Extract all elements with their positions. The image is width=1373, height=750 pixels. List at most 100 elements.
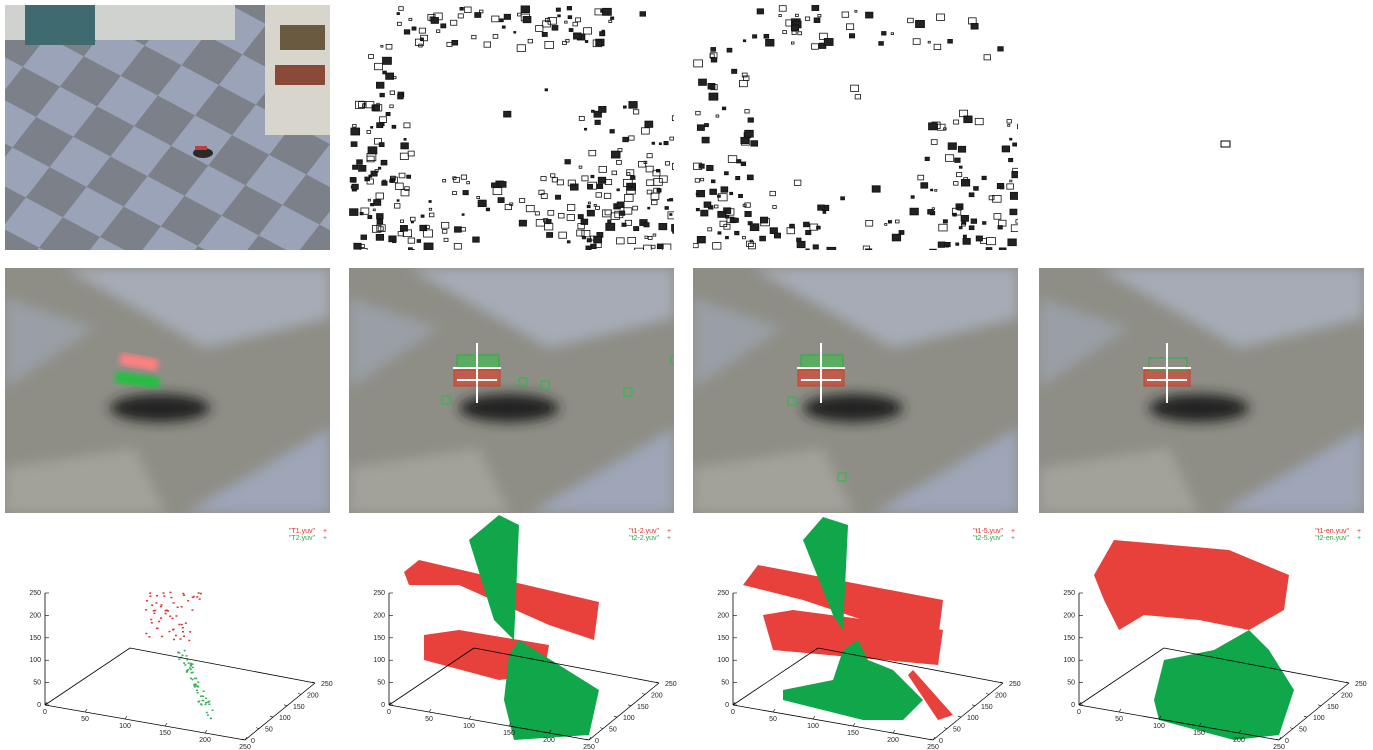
blob [629,102,637,109]
x-tick-label: 250 [583,744,595,750]
blob [376,82,384,88]
blob [882,32,886,36]
blob [491,183,497,187]
red-point [183,594,185,596]
blob [374,200,381,206]
blob [710,189,717,194]
blob [354,243,361,249]
blob [872,186,880,192]
x-tick-label: 50 [1115,716,1123,723]
blob [760,236,766,241]
blob [504,14,510,19]
red-point [149,592,151,594]
green-point [203,690,205,692]
blob [556,8,560,11]
y-tick-label: 100 [623,715,635,722]
z-tick-label: 50 [721,680,729,687]
green-point [183,662,185,664]
x-tick-label: 150 [1193,730,1205,737]
green-point [206,712,208,714]
blob [378,167,380,169]
blob [377,219,383,224]
shelf-item [280,25,325,50]
green-point [208,701,210,703]
blob [806,249,809,252]
y-tick [1332,693,1335,694]
blob [565,160,570,164]
blob [567,6,571,9]
blob [597,184,603,189]
blob [711,58,717,62]
blob [420,38,423,40]
blob [743,40,745,42]
blob [664,141,668,144]
y-tick-label: 250 [1009,681,1021,688]
y-tick-label: 100 [1313,715,1325,722]
blob [1010,209,1017,215]
blob [602,30,605,32]
blob [386,112,390,115]
blob [623,137,629,141]
blob [652,142,655,144]
blob [879,42,884,46]
y-tick [600,728,603,729]
blob [608,220,611,223]
blob [546,219,551,223]
red-point [187,600,189,602]
blob [570,184,578,190]
blob [631,176,636,180]
red-point [169,592,171,594]
blob [969,193,974,197]
axis [245,683,315,740]
axis [1079,648,1164,705]
green-point [208,703,210,705]
x-tick-label: 50 [769,716,777,723]
y-tick [1318,705,1321,706]
y-tick [256,728,259,729]
blob [943,220,947,223]
blob [578,215,583,219]
blob [824,38,833,45]
x-tick-label: 100 [463,723,475,730]
legend-marker: + [323,528,327,535]
blob [460,7,463,10]
blob [806,230,811,234]
green-point [205,702,207,704]
blob [766,39,774,46]
blob [929,123,938,130]
red-point [173,629,175,631]
green-point [184,664,186,666]
z-tick-label: 100 [1063,657,1075,664]
blob [931,189,933,191]
red-point [160,606,162,608]
green-point [188,662,190,664]
blob [721,187,728,192]
green-point [196,690,198,692]
blob [866,12,873,18]
y-tick-label: 100 [967,715,979,722]
blob [634,227,639,231]
green-point [205,698,207,700]
blob [971,23,978,29]
blob [619,211,624,215]
green-point [207,714,209,716]
green-point [197,681,199,683]
x-tick-label: 200 [887,737,899,744]
x-tick-label: 200 [1233,737,1245,744]
x-tick-label: 0 [731,709,735,716]
blob [888,220,891,223]
x-tick-label: 0 [43,709,47,716]
blob [1009,158,1013,161]
blob [866,250,870,253]
blob [587,184,592,188]
red-point [169,631,171,633]
blob [705,124,709,127]
blob [849,34,854,38]
bg [349,5,674,250]
legend-marker: + [667,528,671,535]
z-tick-label: 250 [717,590,729,597]
z-tick-label: 250 [29,590,41,597]
z-tick-label: 250 [1063,590,1075,597]
z-tick-label: 0 [37,702,41,709]
blob [697,125,704,131]
